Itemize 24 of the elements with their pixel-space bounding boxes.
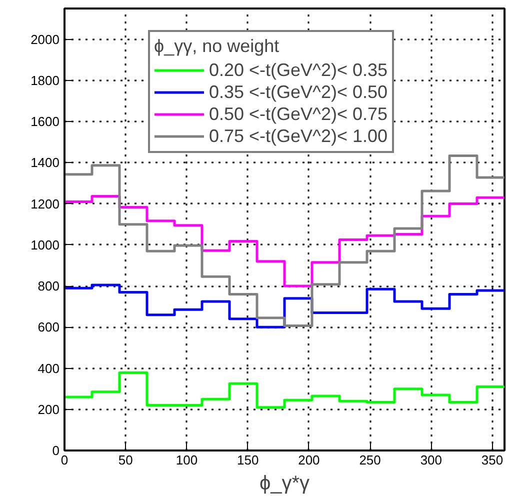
legend-label: 0.75 <-t(GeV^2)< 1.00 (209, 125, 388, 147)
y-tick-label: 600 (38, 320, 60, 335)
legend-label: 0.20 <-t(GeV^2)< 0.35 (209, 59, 388, 81)
x-tick-label: 250 (359, 452, 381, 468)
y-tick-label: 200 (38, 402, 60, 417)
y-tick-label: 2000 (30, 32, 60, 47)
y-tick-label: 1800 (30, 72, 60, 88)
y-tick-label: 800 (38, 278, 60, 294)
legend-label: 0.50 <-t(GeV^2)< 0.75 (209, 103, 388, 125)
x-tick-label: 100 (176, 452, 198, 468)
legend-title: ϕ_γγ, no weight (154, 36, 280, 57)
legend-label: 0.35 <-t(GeV^2)< 0.50 (209, 81, 388, 103)
x-tick-label: 300 (420, 452, 442, 468)
x-tick-label: 150 (236, 452, 259, 468)
x-tick-label: 350 (481, 452, 504, 468)
y-tick-label: 400 (38, 360, 60, 376)
x-tick-label: 50 (118, 452, 133, 468)
x-tick-label: 200 (298, 452, 320, 468)
y-tick-label: 1200 (30, 196, 60, 212)
y-tick-label: 1400 (30, 155, 60, 170)
x-axis-title: ϕ_γ*γ (259, 472, 310, 494)
y-tick-label: 1000 (30, 237, 60, 252)
y-tick-label: 0 (52, 443, 60, 458)
y-tick-label: 1600 (30, 114, 60, 130)
